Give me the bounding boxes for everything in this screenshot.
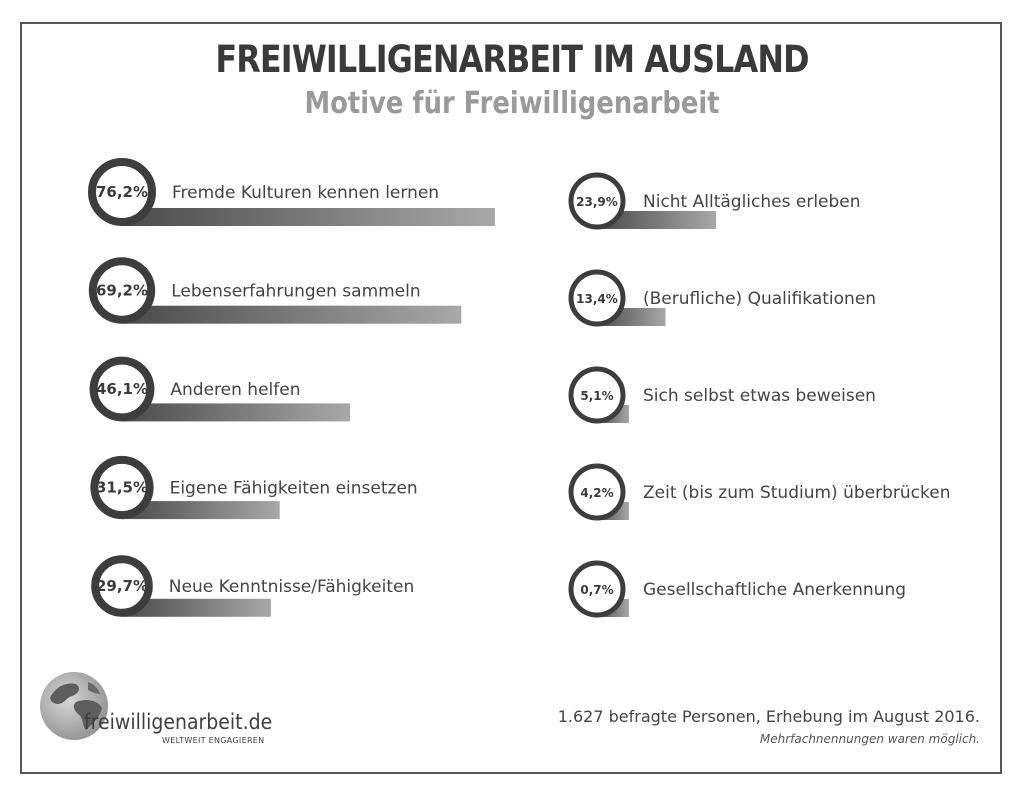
survey-note: 1.627 befragte Personen, Erhebung im Aug… (557, 707, 980, 726)
category-label-4: Eigene Fähigkeiten einsetzen (170, 479, 418, 499)
value-ring-2 (88, 257, 156, 324)
category-label-7: (Berufliche) Qualifikationen (643, 289, 876, 309)
value-ring-7 (568, 269, 626, 327)
category-label-3: Anderen helfen (170, 380, 300, 400)
value-ring-6 (568, 172, 626, 230)
value-label-7: 13,4% (576, 292, 618, 306)
value-label-5: 29,7% (96, 577, 148, 595)
value-label-1: 76,2% (96, 183, 148, 201)
value-label-9: 4,2% (580, 486, 613, 500)
bar-5 (122, 598, 272, 617)
category-label-8: Sich selbst etwas beweisen (643, 386, 876, 406)
logo-wordmark: freiwilligenarbeit.de (84, 710, 273, 734)
value-ring-9 (568, 463, 626, 521)
chart-subtitle: Motive für Freiwilligenarbeit (304, 86, 720, 121)
page-frame (20, 22, 1002, 774)
logo-tagline: WELTWEIT ENGAGIEREN (162, 736, 265, 745)
category-label-5: Neue Kenntnisse/Fähigkeiten (169, 577, 414, 597)
chart-title: FREIWILLIGENARBEIT IM AUSLAND (215, 38, 809, 81)
value-label-2: 69,2% (96, 282, 148, 300)
value-ring-1 (88, 158, 156, 226)
category-label-6: Nicht Alltägliches erleben (643, 192, 861, 212)
bar-1 (122, 208, 495, 226)
category-label-2: Lebenserfahrungen sammeln (171, 282, 420, 302)
survey-note-sub: Mehrfachnennungen waren möglich. (759, 732, 980, 746)
value-ring-8 (568, 366, 626, 424)
bar-2 (122, 305, 462, 324)
value-label-4: 31,5% (96, 479, 148, 497)
bar-6 (597, 211, 717, 229)
value-label-8: 5,1% (580, 389, 613, 403)
category-label-10: Gesellschaftliche Anerkennung (643, 580, 906, 600)
value-label-10: 0,7% (580, 583, 613, 597)
value-ring-4 (90, 455, 154, 520)
value-ring-3 (89, 356, 155, 422)
value-ring-5 (91, 555, 153, 617)
value-ring-10 (568, 560, 626, 618)
category-label-9: Zeit (bis zum Studium) überbrücken (643, 483, 950, 503)
bar-3 (122, 403, 351, 422)
category-label-1: Fremde Kulturen kennen lernen (172, 183, 439, 203)
bar-4 (122, 501, 280, 520)
value-label-3: 46,1% (96, 380, 148, 398)
globe-logo-icon (40, 672, 108, 740)
value-label-6: 23,9% (576, 195, 618, 209)
